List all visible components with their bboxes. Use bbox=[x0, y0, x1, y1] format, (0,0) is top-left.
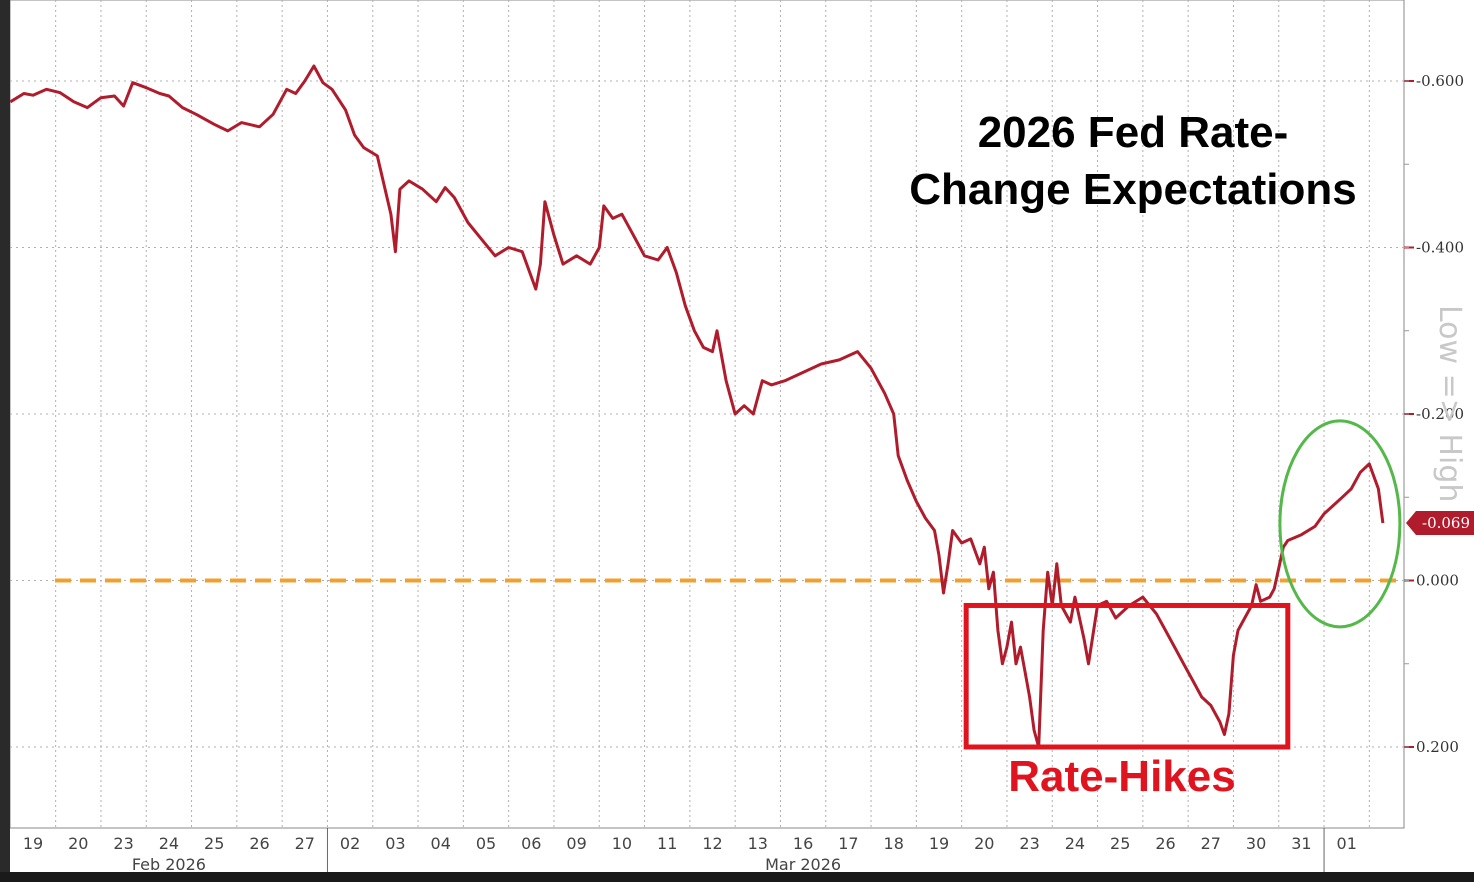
month-label: Feb 2026 bbox=[132, 855, 206, 874]
x-tick-label: 05 bbox=[476, 834, 496, 853]
x-tick-label: 13 bbox=[748, 834, 768, 853]
x-tick-label: 19 bbox=[23, 834, 43, 853]
bottom-edge bbox=[0, 872, 1474, 882]
x-tick-label: 06 bbox=[521, 834, 541, 853]
x-tick-label: 25 bbox=[1110, 834, 1130, 853]
y-tick-label: -0.600 bbox=[1416, 72, 1464, 90]
series-line bbox=[9, 64, 1385, 749]
x-tick-label: 23 bbox=[1019, 834, 1039, 853]
y-tick-label: -0.400 bbox=[1416, 239, 1464, 257]
last-value-label: -0.069 bbox=[1422, 514, 1470, 532]
x-tick-label: 19 bbox=[929, 834, 949, 853]
x-tick-label: 09 bbox=[566, 834, 586, 853]
x-tick-label: 26 bbox=[249, 834, 269, 853]
x-tick-label: 20 bbox=[974, 834, 994, 853]
last-value-badge bbox=[1406, 511, 1474, 536]
x-tick-label: 30 bbox=[1246, 834, 1266, 853]
x-tick-label: 20 bbox=[68, 834, 88, 853]
chart-title-line-1: 2026 Fed Rate- bbox=[978, 108, 1289, 157]
x-tick-label: 10 bbox=[612, 834, 632, 853]
text-layer: 2026 Fed Rate- Change Expectations Rate-… bbox=[909, 108, 1467, 801]
x-tick-label: 24 bbox=[1065, 834, 1085, 853]
month-label: Mar 2026 bbox=[765, 855, 841, 874]
low-high-note: Low => High bbox=[1432, 305, 1467, 502]
x-tick-label: 11 bbox=[657, 834, 677, 853]
x-tick-label: 26 bbox=[1155, 834, 1175, 853]
x-tick-label: 25 bbox=[204, 834, 224, 853]
x-tick-label: 27 bbox=[1201, 834, 1221, 853]
x-tick-label: 18 bbox=[884, 834, 904, 853]
x-tick-label: 01 bbox=[1337, 834, 1357, 853]
rate-hikes-label: Rate-Hikes bbox=[1008, 752, 1235, 801]
left-edge bbox=[0, 0, 10, 882]
x-tick-label: 23 bbox=[113, 834, 133, 853]
x-tick-label: 27 bbox=[295, 834, 315, 853]
y-tick-label: 0.000 bbox=[1416, 572, 1459, 590]
y-tick-label: -0.200 bbox=[1416, 405, 1464, 423]
x-tick-label: 04 bbox=[431, 834, 451, 853]
rate-hikes-box bbox=[963, 602, 1291, 750]
series-layer bbox=[9, 64, 1385, 749]
x-tick-label: 03 bbox=[385, 834, 405, 853]
x-tick-label: 31 bbox=[1291, 834, 1311, 853]
x-tick-label: 24 bbox=[159, 834, 179, 853]
recent-rise-ellipse bbox=[1278, 419, 1402, 629]
chart-title-line-2: Change Expectations bbox=[909, 165, 1356, 214]
y-tick-label: 0.200 bbox=[1416, 738, 1459, 756]
annotation-layer bbox=[963, 419, 1402, 750]
x-tick-label: 17 bbox=[838, 834, 858, 853]
x-tick-label: 16 bbox=[793, 834, 813, 853]
axis-layer: -0.600 -0.400 -0.200 0.000 0.200 19 20 23 24 25 26… bbox=[23, 72, 1474, 874]
x-tick-label: 02 bbox=[340, 834, 360, 853]
x-tick-label: 12 bbox=[702, 834, 722, 853]
